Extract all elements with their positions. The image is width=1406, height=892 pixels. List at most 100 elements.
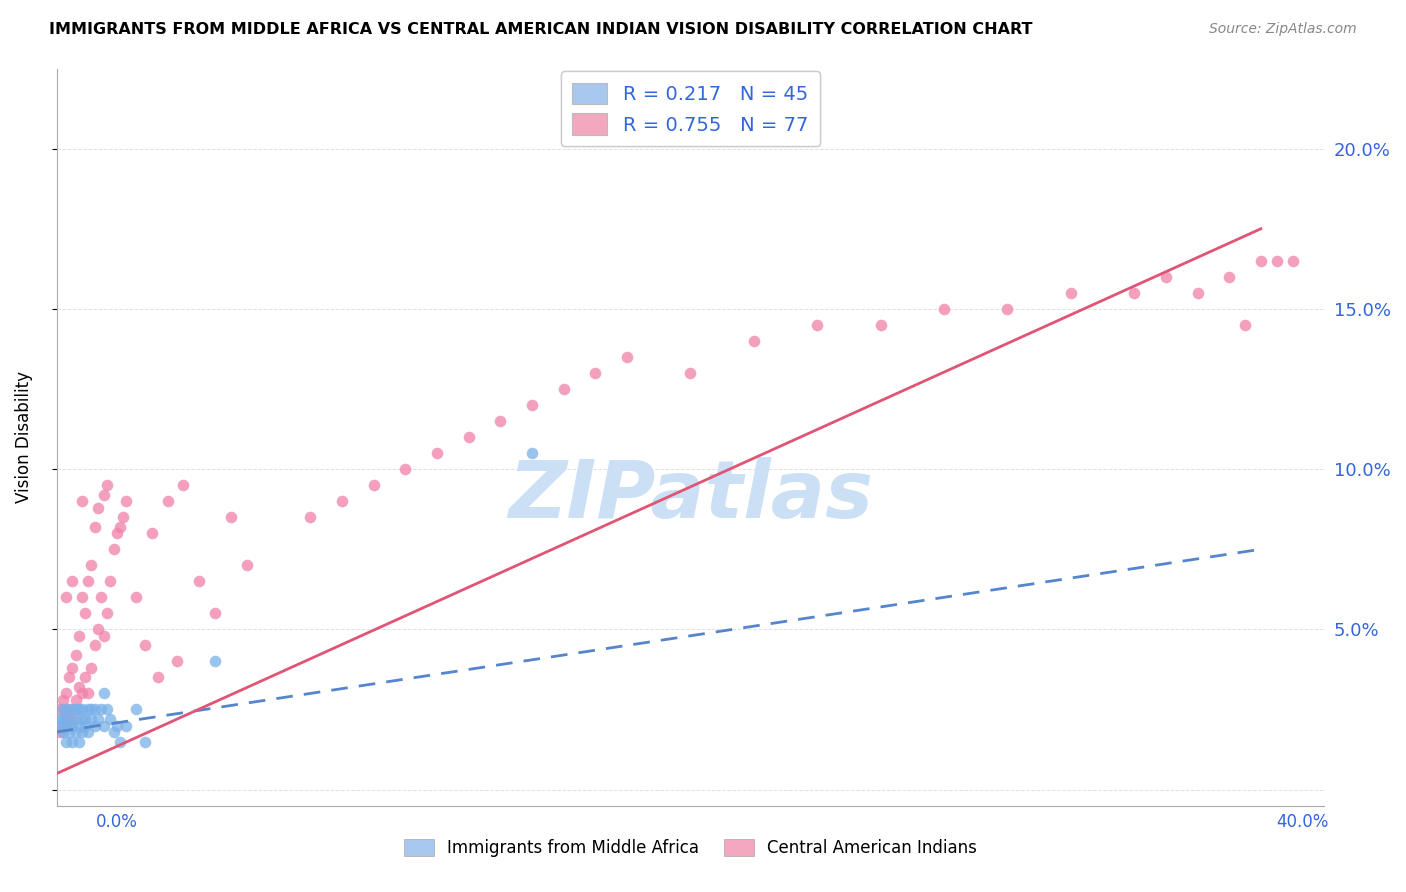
Point	[70, 494, 93, 508]
Point	[188, 574, 211, 589]
Point	[105, 718, 128, 732]
Point	[58, 712, 80, 726]
Point	[553, 382, 575, 396]
Point	[363, 478, 385, 492]
Point	[103, 542, 125, 557]
Text: 0.0%: 0.0%	[96, 814, 138, 831]
Point	[67, 702, 90, 716]
Point	[70, 591, 93, 605]
Point	[93, 629, 115, 643]
Point	[96, 607, 118, 621]
Point	[52, 725, 75, 739]
Point	[141, 526, 163, 541]
Point	[65, 648, 87, 662]
Point	[70, 725, 93, 739]
Point	[520, 398, 543, 412]
Point	[80, 558, 103, 573]
Point	[125, 702, 148, 716]
Point	[75, 712, 97, 726]
Point	[112, 510, 135, 524]
Point	[55, 718, 77, 732]
Point	[67, 680, 90, 694]
Point	[55, 734, 77, 748]
Point	[742, 334, 765, 348]
Point	[108, 734, 131, 748]
Point	[77, 725, 100, 739]
Point	[55, 591, 77, 605]
Point	[457, 430, 479, 444]
Point	[49, 718, 72, 732]
Text: Source: ZipAtlas.com: Source: ZipAtlas.com	[1209, 22, 1357, 37]
Point	[146, 670, 169, 684]
Point	[58, 702, 80, 716]
Point	[55, 686, 77, 700]
Point	[93, 488, 115, 502]
Point	[115, 718, 138, 732]
Text: ZIPatlas: ZIPatlas	[508, 457, 873, 535]
Point	[87, 712, 110, 726]
Point	[83, 639, 105, 653]
Point	[77, 574, 100, 589]
Point	[77, 686, 100, 700]
Point	[1234, 318, 1257, 332]
Point	[83, 702, 105, 716]
Point	[83, 718, 105, 732]
Point	[49, 712, 72, 726]
Point	[67, 629, 90, 643]
Point	[87, 500, 110, 515]
Point	[1123, 285, 1146, 300]
Point	[204, 655, 226, 669]
Point	[75, 718, 97, 732]
Point	[219, 510, 242, 524]
Point	[52, 702, 75, 716]
Point	[65, 725, 87, 739]
Point	[62, 712, 84, 726]
Point	[49, 702, 72, 716]
Point	[134, 734, 156, 748]
Point	[58, 718, 80, 732]
Point	[90, 591, 112, 605]
Point	[115, 494, 138, 508]
Point	[520, 446, 543, 460]
Point	[52, 693, 75, 707]
Point	[52, 712, 75, 726]
Point	[806, 318, 828, 332]
Point	[70, 712, 93, 726]
Point	[1250, 253, 1272, 268]
Text: IMMIGRANTS FROM MIDDLE AFRICA VS CENTRAL AMERICAN INDIAN VISION DISABILITY CORRE: IMMIGRANTS FROM MIDDLE AFRICA VS CENTRAL…	[49, 22, 1033, 37]
Point	[616, 350, 638, 364]
Point	[108, 520, 131, 534]
Point	[679, 366, 702, 380]
Point	[330, 494, 353, 508]
Point	[1265, 253, 1288, 268]
Point	[58, 670, 80, 684]
Point	[62, 702, 84, 716]
Point	[65, 693, 87, 707]
Point	[204, 607, 226, 621]
Point	[58, 725, 80, 739]
Point	[55, 702, 77, 716]
Legend: R = 0.217   N = 45, R = 0.755   N = 77: R = 0.217 N = 45, R = 0.755 N = 77	[561, 70, 820, 146]
Point	[1218, 269, 1240, 284]
Point	[62, 718, 84, 732]
Point	[995, 301, 1018, 316]
Point	[103, 725, 125, 739]
Point	[62, 574, 84, 589]
Point	[105, 526, 128, 541]
Point	[299, 510, 322, 524]
Point	[62, 734, 84, 748]
Point	[87, 623, 110, 637]
Point	[96, 702, 118, 716]
Point	[93, 718, 115, 732]
Point	[67, 734, 90, 748]
Point	[156, 494, 179, 508]
Text: 40.0%: 40.0%	[1277, 814, 1329, 831]
Point	[426, 446, 449, 460]
Point	[80, 702, 103, 716]
Point	[80, 661, 103, 675]
Point	[62, 661, 84, 675]
Y-axis label: Vision Disability: Vision Disability	[15, 371, 32, 503]
Point	[1281, 253, 1303, 268]
Point	[489, 414, 512, 428]
Point	[75, 607, 97, 621]
